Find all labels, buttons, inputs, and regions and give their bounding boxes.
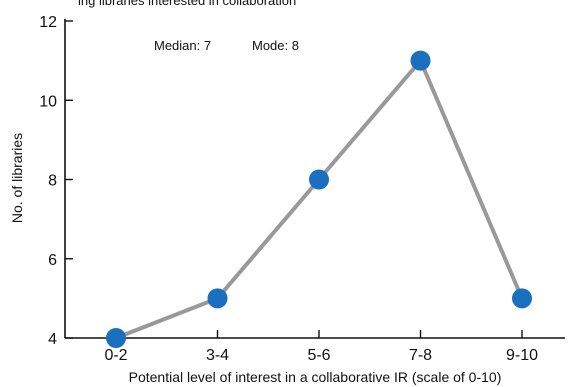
chart-header-text: ing libraries interested in collaboratio… [78, 0, 296, 8]
x-axis-ticks: 0-2 3-4 5-6 7-8 9-10 [104, 330, 538, 364]
x-tick-label: 7-8 [409, 347, 432, 364]
x-tick-label: 0-2 [104, 347, 127, 364]
y-tick-label: 12 [39, 14, 57, 31]
data-point [512, 288, 532, 309]
x-tick-label: 5-6 [307, 347, 330, 364]
series-line [115, 58, 524, 340]
x-tick-label: 9-10 [506, 347, 538, 364]
data-point [207, 288, 228, 309]
y-tick-label: 4 [48, 331, 57, 348]
x-axis-title: Potential level of interest in a collabo… [129, 369, 502, 385]
y-tick-label: 6 [48, 252, 57, 269]
data-point [309, 169, 329, 190]
y-axis-title: No. of libraries [9, 133, 25, 223]
mode-label: Mode: 8 [252, 38, 299, 53]
x-tick-label: 3-4 [206, 347, 229, 364]
data-point [106, 328, 126, 348]
data-point [410, 50, 431, 71]
y-tick-label: 8 [48, 173, 57, 190]
y-axis-ticks: 4 6 8 10 12 [39, 14, 73, 348]
median-label: Median: 7 [154, 38, 211, 53]
series-group [106, 50, 532, 348]
y-tick-label: 10 [39, 93, 57, 110]
